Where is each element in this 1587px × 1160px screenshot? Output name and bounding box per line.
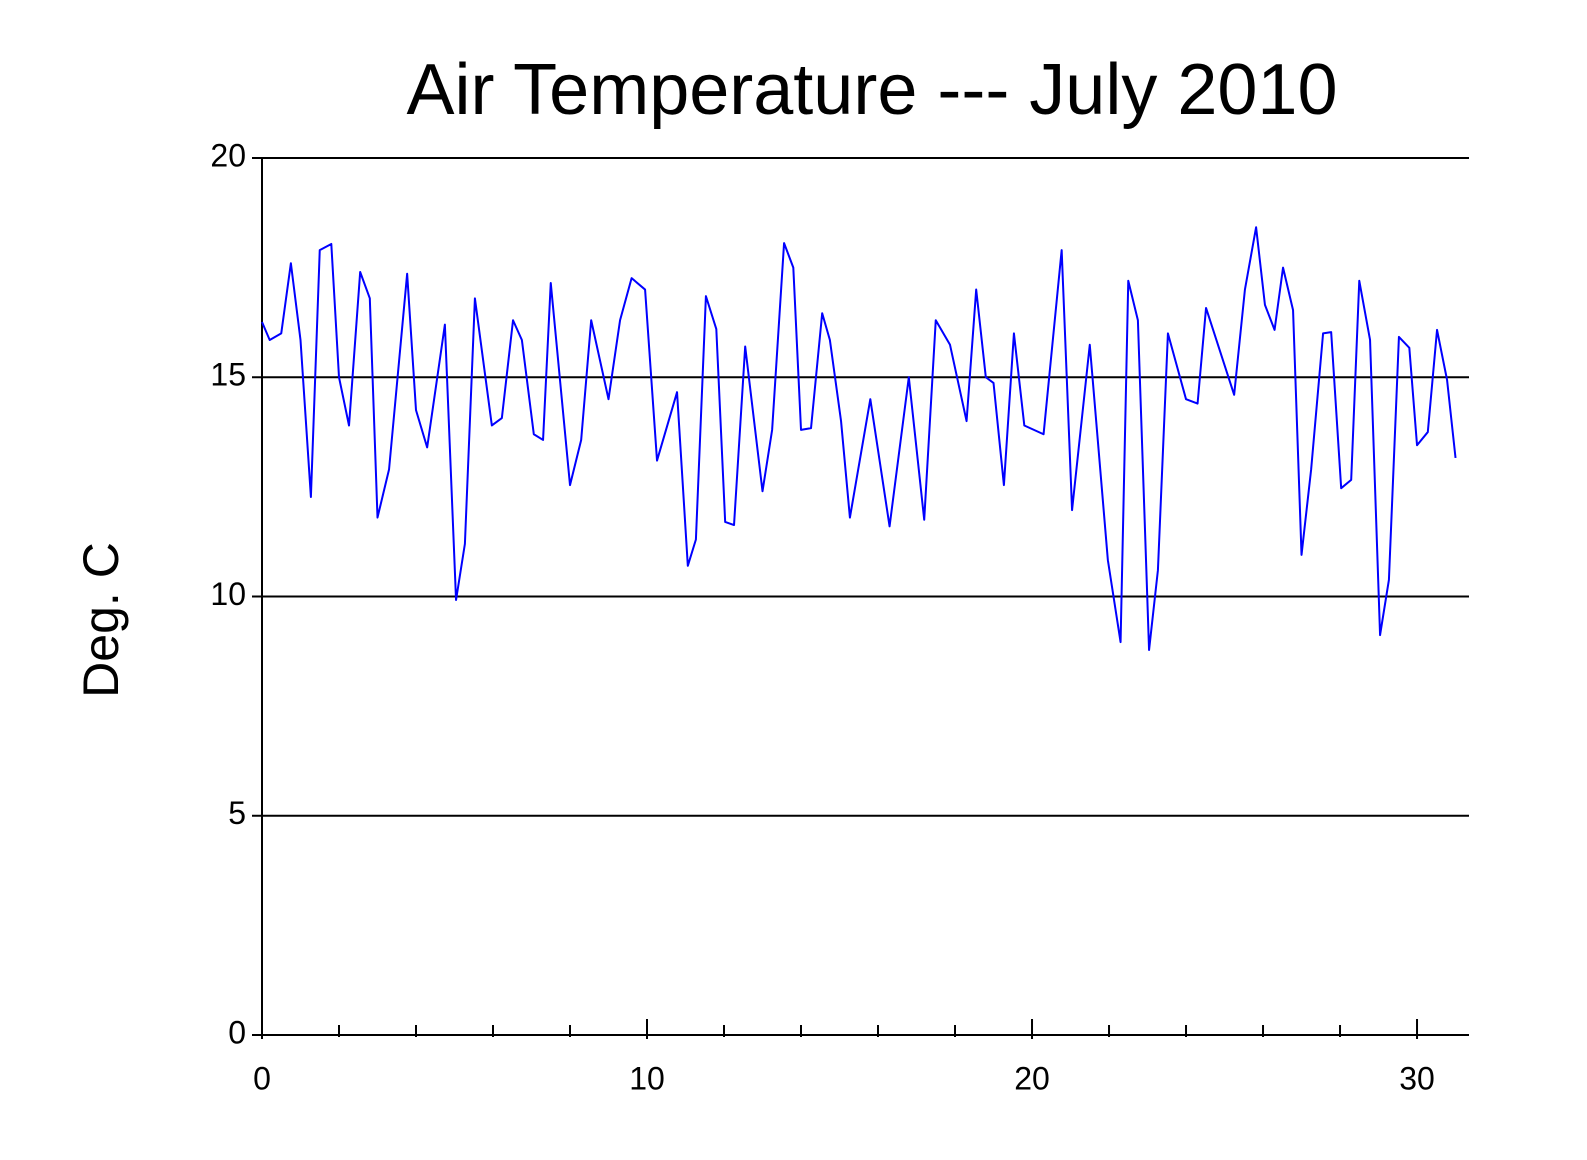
y-tick-label: 0 bbox=[228, 1014, 246, 1050]
y-tick-label: 15 bbox=[210, 357, 246, 393]
x-tick-label: 20 bbox=[1014, 1060, 1050, 1096]
x-tick-label: 0 bbox=[253, 1060, 271, 1096]
y-axis-label: Deg. C bbox=[73, 542, 129, 698]
data-line bbox=[261, 226, 1457, 651]
chart-title: Air Temperature --- July 2010 bbox=[406, 50, 1337, 130]
y-tick-label: 5 bbox=[228, 795, 246, 831]
x-tick-label: 30 bbox=[1399, 1060, 1435, 1096]
y-tick-label: 10 bbox=[210, 576, 246, 612]
y-tick-label: 20 bbox=[210, 137, 246, 173]
x-tick-label: 10 bbox=[629, 1060, 665, 1096]
